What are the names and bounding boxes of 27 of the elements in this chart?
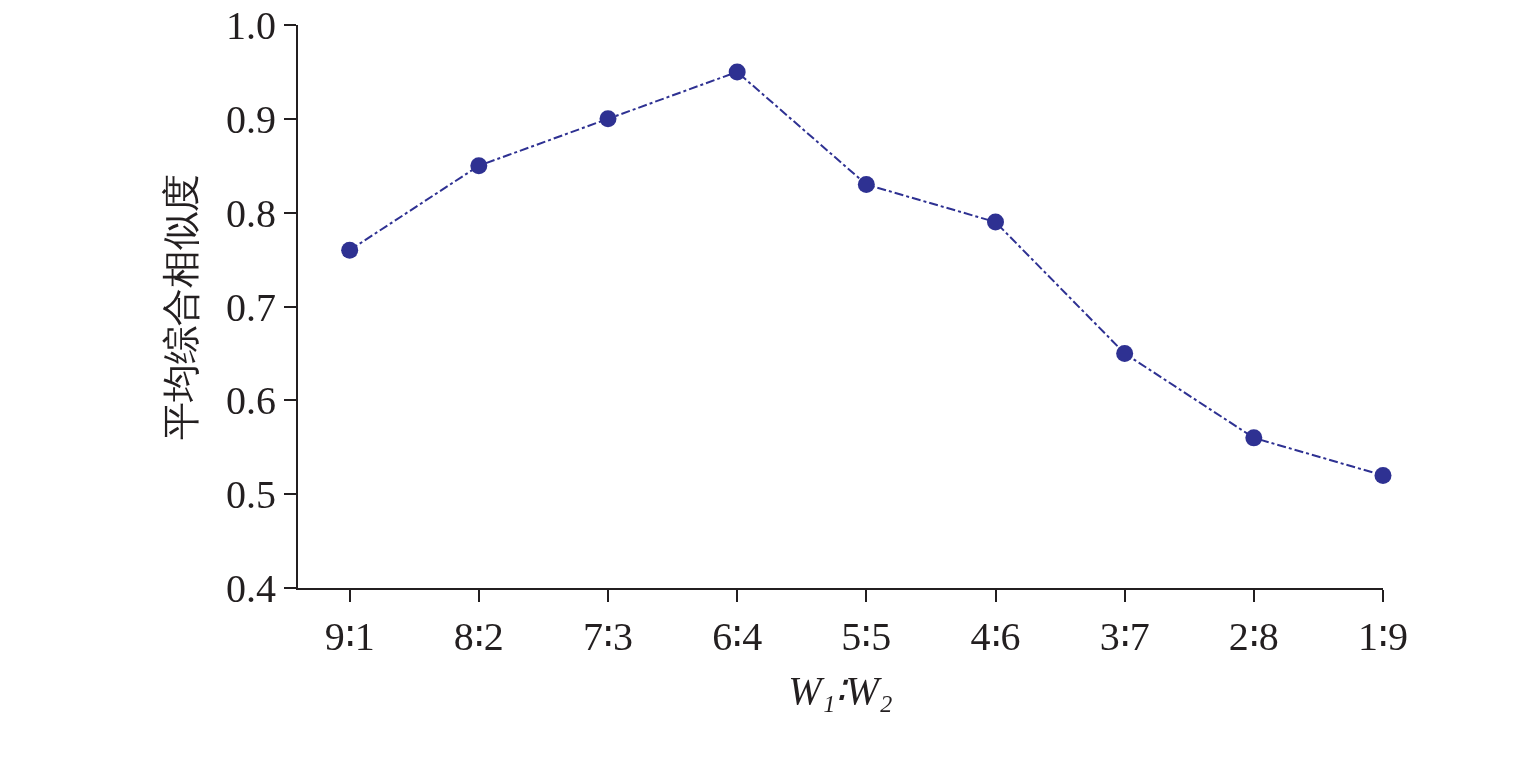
point bbox=[857, 176, 875, 194]
y-tick-label: 0.9 bbox=[226, 96, 276, 142]
point bbox=[599, 110, 617, 128]
x-tick-label: 3∶7 bbox=[1099, 614, 1150, 659]
y-tick-label: 0.4 bbox=[226, 566, 276, 611]
y-tick-label: 0.7 bbox=[226, 284, 276, 330]
x-tick-label: 9∶1 bbox=[324, 614, 375, 659]
point bbox=[987, 213, 1004, 231]
y-tick-label: 1.0 bbox=[226, 3, 276, 48]
y-tick-label: 0.8 bbox=[226, 190, 276, 236]
point bbox=[1374, 466, 1392, 484]
x-tick-label: 8∶2 bbox=[453, 614, 504, 659]
x-tick-label: 1∶9 bbox=[1358, 614, 1408, 659]
point bbox=[341, 241, 359, 259]
y-axis-title: 平均综合相似度 bbox=[159, 173, 202, 440]
x-axis-title: W₁∶W₂ bbox=[788, 668, 893, 713]
point bbox=[728, 63, 746, 81]
y-tick-label: 0.5 bbox=[226, 472, 276, 518]
x-tick-label: 2∶8 bbox=[1228, 614, 1279, 659]
x-tick-label: 5∶5 bbox=[841, 614, 892, 659]
point bbox=[470, 157, 488, 175]
y-tick-label: 0.6 bbox=[226, 378, 276, 424]
point bbox=[1116, 344, 1134, 362]
x-tick-label: 7∶3 bbox=[583, 614, 633, 659]
x-tick-label: 6∶4 bbox=[712, 614, 763, 659]
x-tick-label: 4∶6 bbox=[970, 614, 1021, 659]
point bbox=[1245, 429, 1263, 447]
